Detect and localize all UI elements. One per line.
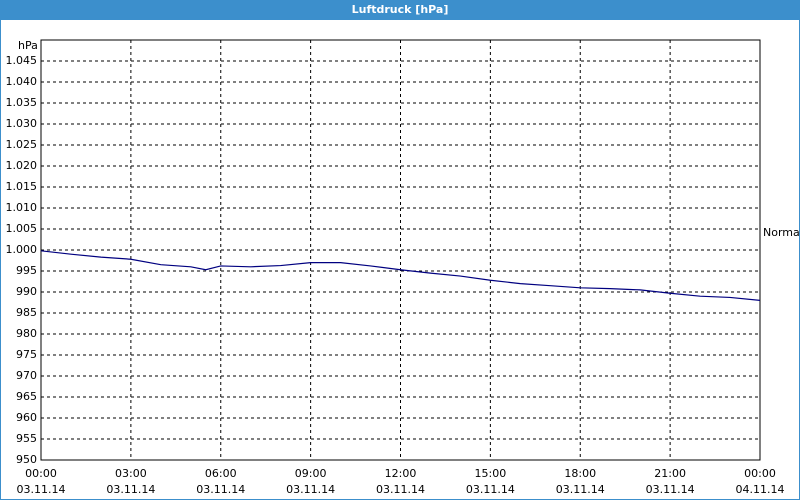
x-tick-label: 09:00 [295,467,327,480]
title-bar [0,0,800,20]
data-line [40,250,761,301]
y-tick-label: 950 [16,453,37,466]
y-tick-label: 955 [16,432,37,445]
y-tick-label: 1.040 [6,75,38,88]
x-tick-label: 03:00 [115,467,147,480]
x-tick-date: 03.11.14 [646,483,695,496]
y-tick-label: 1.045 [6,54,38,67]
x-tick-date: 03.11.14 [106,483,155,496]
x-tick-date: 03.11.14 [556,483,605,496]
annotation: Normal [763,226,800,239]
y-tick-label: 965 [16,390,37,403]
y-tick-label: 1.005 [6,222,38,235]
x-tick-date: 03.11.14 [466,483,515,496]
y-tick-label: 1.000 [6,243,38,256]
x-tick-label: 18:00 [564,467,596,480]
x-tick-date: 03.11.14 [286,483,335,496]
y-tick-label: 1.015 [6,180,38,193]
x-tick-date: 03.11.14 [17,483,66,496]
y-tick-label: 1.010 [6,201,38,214]
x-tick-label: 15:00 [475,467,507,480]
x-tick-date: 03.11.14 [376,483,425,496]
x-tick-label: 00:00 [744,467,776,480]
x-tick-label: 00:00 [25,467,57,480]
y-tick-label: 960 [16,411,37,424]
y-tick-label: 1.020 [6,159,38,172]
y-tick-label: 990 [16,285,37,298]
x-tick-label: 21:00 [654,467,686,480]
y-tick-label: 970 [16,369,37,382]
y-tick-label: 1.030 [6,117,38,130]
chart-title: Luftdruck [hPa] [352,3,449,16]
x-tick-date: 04.11.14 [736,483,785,496]
y-tick-label: 1.025 [6,138,38,151]
x-tick-label: 06:00 [205,467,237,480]
x-tick-date: 03.11.14 [196,483,245,496]
y-tick-label: 995 [16,264,37,277]
y-tick-label: 975 [16,348,37,361]
y-tick-label: 980 [16,327,37,340]
x-tick-label: 12:00 [385,467,417,480]
y-axis-label: hPa [18,39,38,52]
y-tick-label: 1.035 [6,96,38,109]
y-tick-label: 985 [16,306,37,319]
